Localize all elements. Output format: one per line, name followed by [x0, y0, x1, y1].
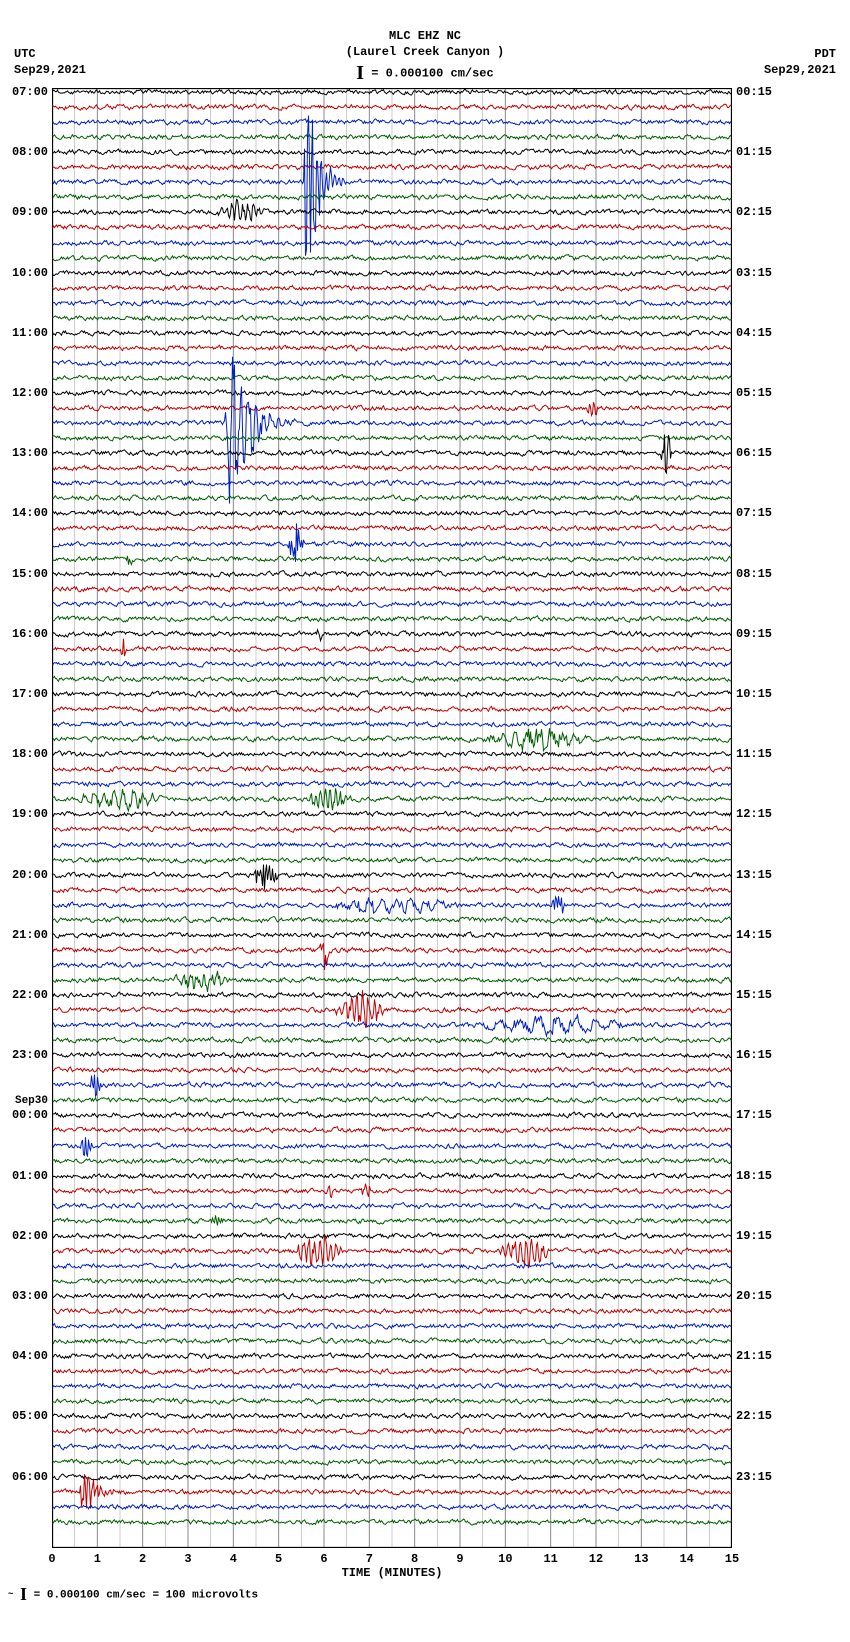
utc-hour-label: 12:00 — [12, 386, 52, 400]
utc-hour-label: 15:00 — [12, 567, 52, 581]
local-hour-label: 08:15 — [732, 567, 772, 581]
local-hour-label: 11:15 — [732, 747, 772, 761]
utc-hour-label: 02:00 — [12, 1229, 52, 1243]
local-hour-label: 19:15 — [732, 1229, 772, 1243]
x-tick-label: 0 — [48, 1552, 55, 1566]
x-tick-label: 8 — [411, 1552, 418, 1566]
footer: ~ I = 0.000100 cm/sec = 100 microvolts — [8, 1584, 258, 1605]
local-hour-label: 04:15 — [732, 326, 772, 340]
trace-row — [52, 1522, 732, 1523]
utc-hour-label: 14:00 — [12, 506, 52, 520]
utc-hour-label: 04:00 — [12, 1349, 52, 1363]
utc-hour-label: 09:00 — [12, 205, 52, 219]
x-tick-label: 11 — [543, 1552, 557, 1566]
local-hour-label: 15:15 — [732, 988, 772, 1002]
seismogram-plot: 07:0000:1508:0001:1509:0002:1510:0003:15… — [52, 88, 732, 1548]
utc-hour-label: 23:00 — [12, 1048, 52, 1062]
x-tick-label: 1 — [94, 1552, 101, 1566]
utc-date-label: Sep30 — [15, 1095, 52, 1107]
x-tick-label: 6 — [320, 1552, 327, 1566]
utc-hour-label: 10:00 — [12, 266, 52, 280]
local-hour-label: 02:15 — [732, 205, 772, 219]
tz-right-date: Sep29,2021 — [764, 62, 836, 78]
utc-hour-label: 07:00 — [12, 85, 52, 99]
local-hour-label: 03:15 — [732, 266, 772, 280]
utc-hour-label: 06:00 — [12, 1470, 52, 1484]
x-tick-label: 10 — [498, 1552, 512, 1566]
utc-hour-label: 20:00 — [12, 868, 52, 882]
local-hour-label: 14:15 — [732, 928, 772, 942]
local-hour-label: 10:15 — [732, 687, 772, 701]
local-hour-label: 20:15 — [732, 1289, 772, 1303]
x-tick-label: 4 — [230, 1552, 237, 1566]
utc-hour-label: 01:00 — [12, 1169, 52, 1183]
local-hour-label: 13:15 — [732, 868, 772, 882]
local-hour-label: 17:15 — [732, 1108, 772, 1122]
utc-hour-label: 21:00 — [12, 928, 52, 942]
footer-glyph: I — [20, 1584, 27, 1604]
utc-hour-label: 08:00 — [12, 145, 52, 159]
local-hour-label: 23:15 — [732, 1470, 772, 1484]
utc-hour-label: 18:00 — [12, 747, 52, 761]
utc-hour-label: 19:00 — [12, 807, 52, 821]
local-hour-label: 22:15 — [732, 1409, 772, 1423]
local-hour-label: 09:15 — [732, 627, 772, 641]
local-hour-label: 12:15 — [732, 807, 772, 821]
local-hour-label: 06:15 — [732, 446, 772, 460]
utc-hour-label: 05:00 — [12, 1409, 52, 1423]
utc-hour-label: 11:00 — [12, 326, 52, 340]
x-tick-label: 15 — [725, 1552, 739, 1566]
x-tick-label: 14 — [679, 1552, 693, 1566]
footer-prefix: = 0.000100 cm/sec = — [34, 1589, 166, 1601]
x-tick-label: 13 — [634, 1552, 648, 1566]
x-tick-label: 3 — [184, 1552, 191, 1566]
utc-hour-label: 17:00 — [12, 687, 52, 701]
x-tick-label: 9 — [456, 1552, 463, 1566]
utc-hour-label: 03:00 — [12, 1289, 52, 1303]
local-hour-label: 16:15 — [732, 1048, 772, 1062]
utc-hour-label: 00:00 — [12, 1108, 52, 1122]
utc-hour-label: 16:00 — [12, 627, 52, 641]
local-hour-label: 00:15 — [732, 85, 772, 99]
x-tick-label: 2 — [139, 1552, 146, 1566]
utc-hour-label: 13:00 — [12, 446, 52, 460]
local-hour-label: 07:15 — [732, 506, 772, 520]
x-tick-label: 7 — [366, 1552, 373, 1566]
local-hour-label: 01:15 — [732, 145, 772, 159]
footer-value: 100 microvolts — [166, 1589, 258, 1601]
seismogram-page: MLC EHZ NC (Laurel Creek Canyon ) I = 0.… — [0, 0, 850, 1613]
x-tick-label: 12 — [589, 1552, 603, 1566]
utc-hour-label: 22:00 — [12, 988, 52, 1002]
tz-right-block: PDT Sep29,2021 — [764, 46, 836, 78]
local-hour-label: 05:15 — [732, 386, 772, 400]
x-tick-label: 5 — [275, 1552, 282, 1566]
local-hour-label: 18:15 — [732, 1169, 772, 1183]
local-hour-label: 21:15 — [732, 1349, 772, 1363]
x-axis-title: TIME (MINUTES) — [342, 1566, 443, 1580]
tz-right-name: PDT — [764, 46, 836, 62]
